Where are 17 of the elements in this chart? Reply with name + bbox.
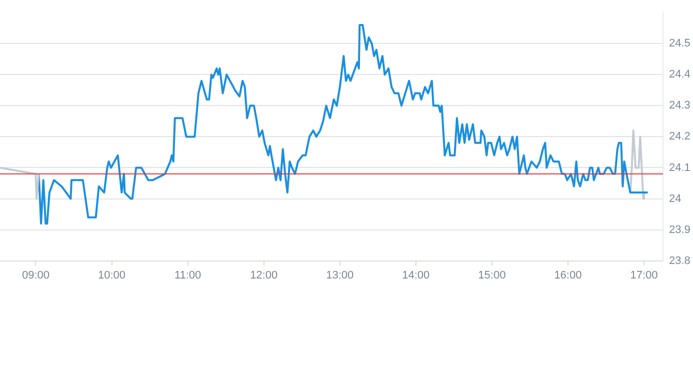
y-tick-label: 24.3 <box>669 100 690 112</box>
x-tick-label: 17:00 <box>630 269 658 282</box>
x-tick-label: 12:00 <box>250 269 278 282</box>
y-tick-label: 24 <box>669 192 682 205</box>
y-tick-label: 24.4 <box>669 68 690 81</box>
y-tick-label: 24.5 <box>669 38 690 50</box>
x-tick-label: 11:00 <box>174 269 202 282</box>
x-tick-label: 10:00 <box>98 269 126 282</box>
y-tick-label: 23.8 <box>669 254 690 267</box>
y-tick-label: 24.1 <box>669 162 690 174</box>
x-tick-label: 09:00 <box>22 269 50 282</box>
y-tick-label: 23.9 <box>669 224 690 236</box>
x-tick-label: 16:00 <box>554 269 582 282</box>
x-tick-label: 15:00 <box>478 269 506 282</box>
y-tick-label: 24.2 <box>669 130 690 143</box>
x-tick-label: 13:00 <box>326 269 354 282</box>
x-tick-label: 14:00 <box>402 269 430 282</box>
